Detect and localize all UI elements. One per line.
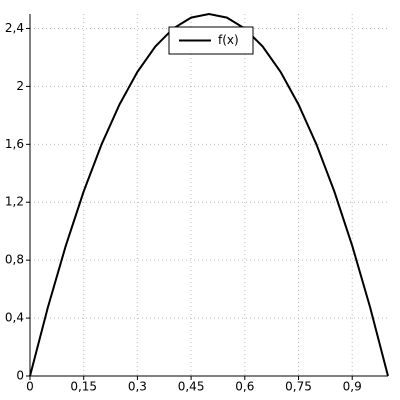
x-tick-label: 0,6	[235, 380, 254, 394]
x-tick-label: 0,15	[70, 380, 97, 394]
y-tick-label: 0,4	[5, 311, 24, 325]
legend-label: f(x)	[218, 33, 239, 47]
x-tick-label: 0,9	[343, 380, 362, 394]
y-tick-label: 0,8	[5, 253, 24, 267]
line	[29, 12, 389, 377]
y-tick-label: 2,4	[5, 21, 24, 35]
x-tick-label: 0,3	[128, 380, 147, 394]
y-tick-label: 0	[16, 369, 24, 383]
y-tick-label: 1,6	[5, 137, 24, 151]
x-tick-label: 0,45	[178, 380, 205, 394]
y-tick-label: 2	[16, 79, 24, 93]
y-tick-label: 1,2	[5, 195, 24, 209]
x-tick-label: 0	[26, 380, 34, 394]
x-tick-label: 0,75	[285, 380, 312, 394]
